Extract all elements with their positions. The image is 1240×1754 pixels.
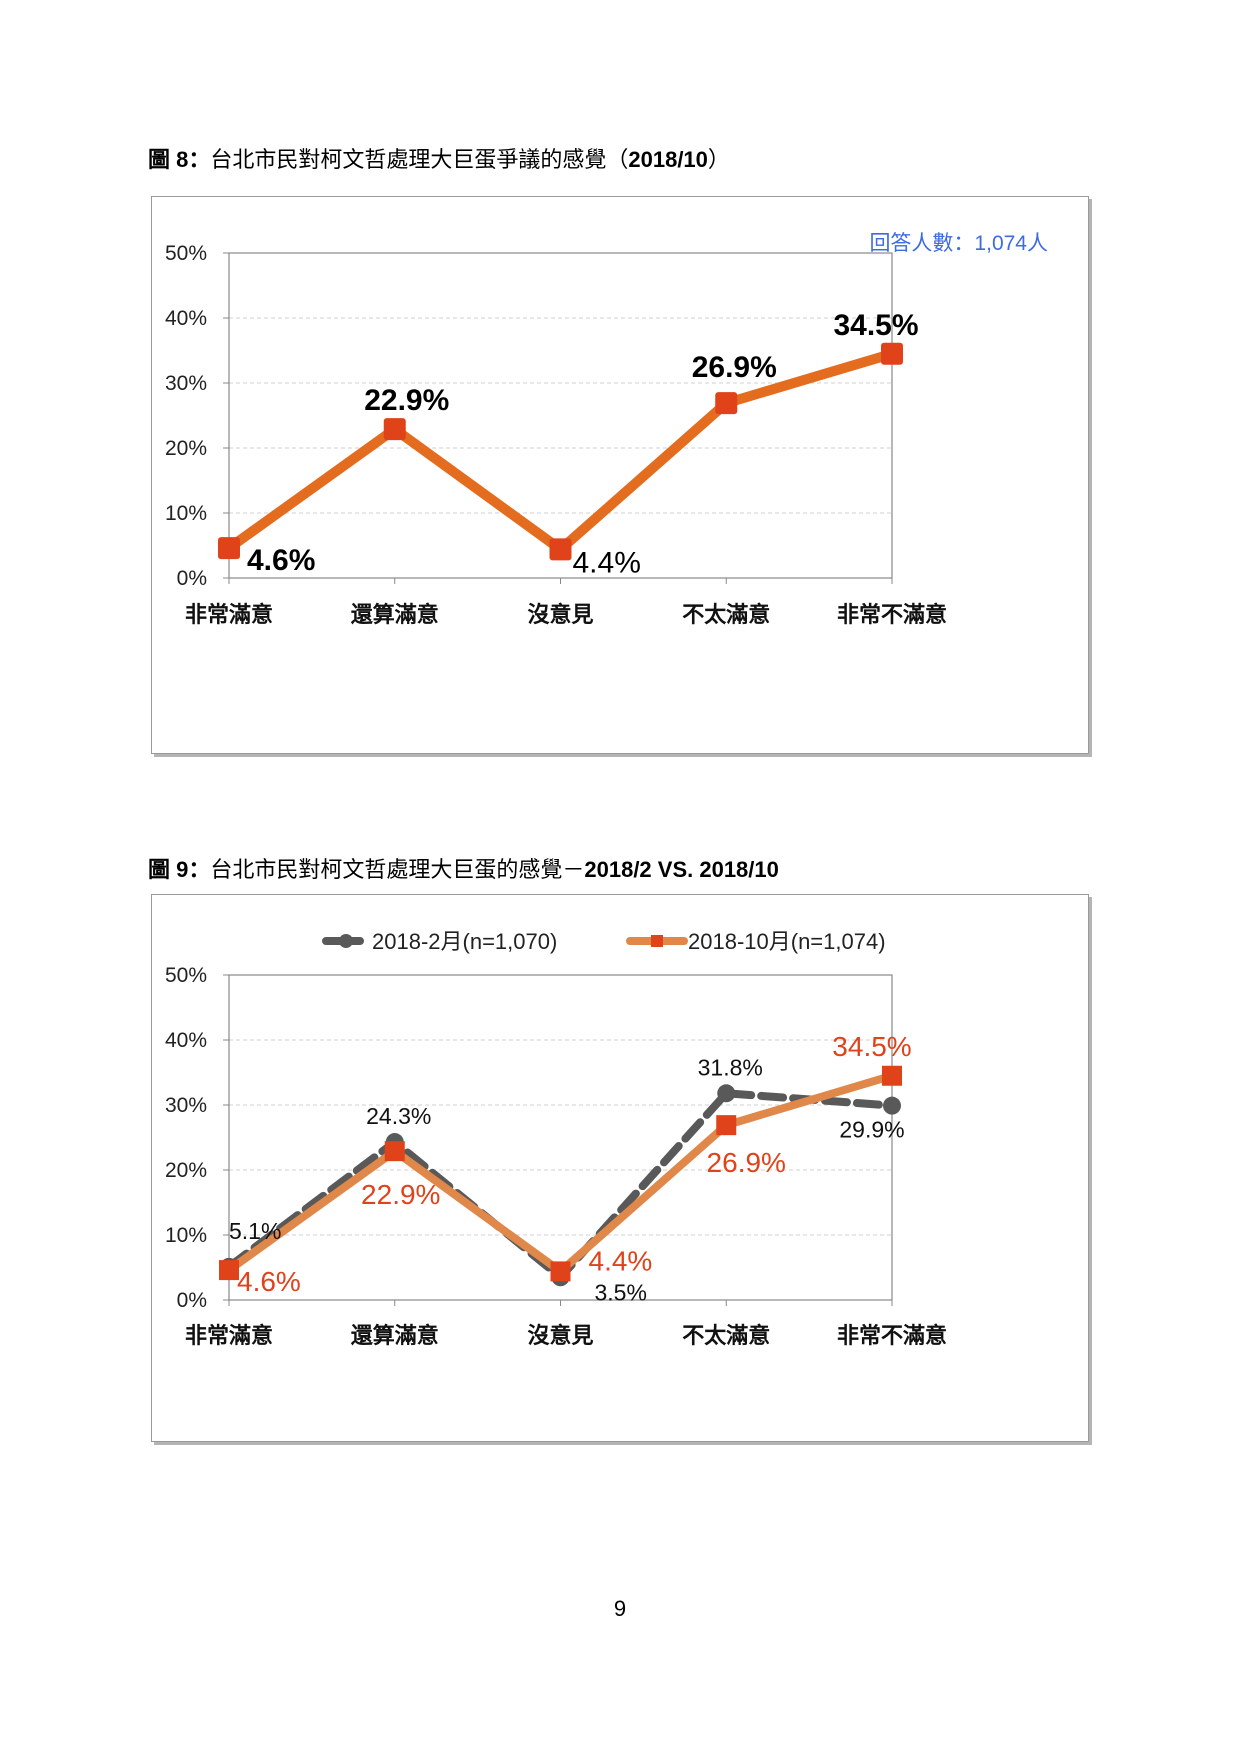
y-tick-label: 50% <box>165 242 207 265</box>
data-label: 4.4% <box>589 1245 653 1276</box>
figure-9-title-text: 台北市民對柯文哲處理大巨蛋的感覺－ <box>210 857 585 882</box>
x-tick-label: 還算滿意 <box>351 1323 439 1348</box>
data-point <box>384 1141 405 1162</box>
y-tick-label: 40% <box>165 1029 207 1052</box>
figure-8-title-date: 2018/10 <box>628 147 708 172</box>
y-tick-label: 0% <box>177 567 207 590</box>
data-label: 31.8% <box>698 1054 763 1080</box>
figure-8-title-end: ） <box>707 147 730 172</box>
y-tick-label: 30% <box>165 372 207 395</box>
data-label: 26.9% <box>707 1147 786 1178</box>
figure-9-chart: 0% 10% 20% 30% 40% 50% 非常滿意 還算滿意 沒意見 不太滿意 非常不滿意 5.1… <box>151 894 1089 1442</box>
y-tick-label: 0% <box>177 1289 207 1312</box>
data-label: 26.9% <box>692 351 777 384</box>
plot-area <box>228 974 893 1301</box>
data-label: 4.6% <box>237 1266 301 1297</box>
legend-label: 2018-10月(n=1,074) <box>688 929 886 954</box>
y-tick-label: 40% <box>165 307 207 330</box>
data-point <box>383 418 406 441</box>
data-label: 29.9% <box>839 1117 904 1143</box>
data-label: 4.6% <box>247 544 315 577</box>
data-label: 22.9% <box>361 1179 440 1210</box>
data-point <box>549 538 572 561</box>
legend-label: 2018-2月(n=1,070) <box>372 929 557 954</box>
x-tick-label: 非常不滿意 <box>837 602 947 627</box>
data-point <box>550 1261 571 1282</box>
figure-9-title: 圖 9：台北市民對柯文哲處理大巨蛋的感覺－2018/2 VS. 2018/10 <box>148 852 779 884</box>
y-tick-label: 10% <box>165 502 207 525</box>
legend-marker <box>339 934 353 948</box>
data-point <box>882 1065 902 1086</box>
data-label: 3.5% <box>595 1279 647 1305</box>
figure-8-chart: 0% 10% 20% 30% 40% 50% 非常滿意 還算滿意 沒意見 不太滿意 非常不滿意 4.6… <box>151 196 1089 754</box>
figure-9-svg: 0% 10% 20% 30% 40% 50% 非常滿意 還算滿意 沒意見 不太滿意 非常不滿意 5.1… <box>165 929 947 1348</box>
data-label: 34.5% <box>833 309 918 342</box>
series-line <box>225 1089 896 1282</box>
data-label: 4.4% <box>573 546 641 579</box>
data-point <box>715 392 738 415</box>
data-label: 5.1% <box>229 1218 281 1244</box>
plot-area <box>228 252 893 579</box>
figure-8-svg: 0% 10% 20% 30% 40% 50% 非常滿意 還算滿意 沒意見 不太滿意 非常不滿意 4.6… <box>165 242 947 627</box>
y-tick-label: 20% <box>165 437 207 460</box>
x-tick-label: 非常不滿意 <box>837 1323 947 1348</box>
y-tick-label: 30% <box>165 1094 207 1117</box>
respondent-count-note: 回答人數：1,074人 <box>869 232 1048 255</box>
x-tick-label: 非常滿意 <box>185 1323 273 1348</box>
data-point <box>883 1096 901 1115</box>
y-tick-label: 50% <box>165 964 207 987</box>
page-number: 9 <box>613 1596 627 1621</box>
y-tick-label: 20% <box>165 1159 207 1182</box>
data-point <box>717 1084 736 1103</box>
x-tick-label: 不太滿意 <box>682 602 770 627</box>
x-tick-label: 非常滿意 <box>185 602 273 627</box>
data-point <box>716 1115 737 1136</box>
data-label: 22.9% <box>364 384 449 417</box>
x-tick-label: 還算滿意 <box>351 602 439 627</box>
x-tick-label: 不太滿意 <box>682 1323 770 1348</box>
data-point <box>881 342 903 365</box>
x-tick-label: 沒意見 <box>527 602 593 627</box>
y-tick-label: 10% <box>165 1224 207 1247</box>
data-point <box>219 1260 239 1281</box>
figure-8-title-text: 台北市民對柯文哲處理大巨蛋爭議的感覺（ <box>210 147 629 172</box>
figure-8-label: 圖 8： <box>148 147 211 172</box>
data-label: 34.5% <box>832 1031 911 1062</box>
data-point <box>218 537 240 560</box>
data-label: 24.3% <box>366 1103 431 1129</box>
figure-9-title-date: 2018/2 VS. 2018/10 <box>584 857 779 882</box>
legend-marker <box>651 935 663 947</box>
x-tick-label: 沒意見 <box>527 1323 593 1348</box>
figure-8-title: 圖 8：台北市民對柯文哲處理大巨蛋爭議的感覺（2018/10） <box>148 142 730 174</box>
figure-9-label: 圖 9： <box>148 857 211 882</box>
